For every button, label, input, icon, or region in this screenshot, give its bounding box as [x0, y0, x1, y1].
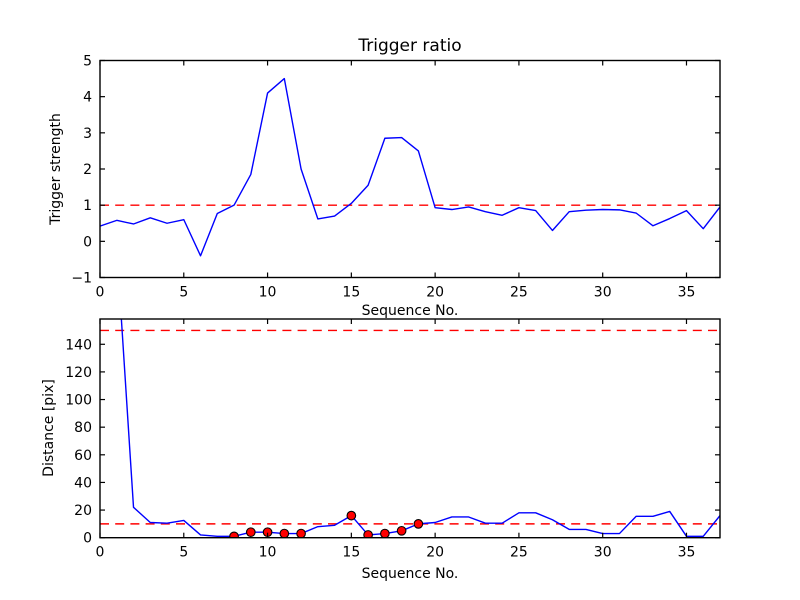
x-tick-label: 15 [342, 545, 360, 561]
y-tick-label: 120 [65, 365, 92, 381]
data-line-trigger-ratio [100, 77, 720, 257]
x-tick-label: 0 [96, 545, 105, 561]
axes-frame [99, 318, 721, 539]
top-x-axis-label: Sequence No. [361, 303, 459, 319]
axes-frame [99, 59, 721, 279]
data-marker [380, 528, 390, 538]
x-tick-label: 35 [678, 545, 696, 561]
y-tick-label: 60 [74, 448, 92, 464]
data-marker [279, 528, 290, 538]
y-tick-label: 140 [65, 337, 92, 353]
x-tick-label: 20 [426, 285, 444, 301]
x-tick-label: 15 [342, 285, 360, 301]
y-tick-label: 0 [83, 531, 92, 547]
x-tick-label: 30 [594, 545, 612, 561]
y-tick-label: 4 [83, 90, 92, 106]
plot-area-distance [100, 319, 720, 538]
y-tick-label: 20 [74, 503, 92, 519]
y-tick-label: −1 [71, 271, 92, 287]
x-tick-label: 35 [678, 285, 696, 301]
x-tick-label: 5 [179, 545, 188, 561]
y-tick-label: 40 [74, 475, 92, 491]
y-tick-label: 5 [83, 54, 92, 70]
top-y-axis-label: Trigger strength [48, 113, 64, 225]
plot-area-trigger-ratio [100, 77, 720, 257]
x-tick-label: 10 [259, 545, 277, 561]
y-tick-label: 100 [65, 393, 92, 409]
y-tick-label: 2 [83, 162, 92, 178]
x-tick-label: 30 [594, 285, 612, 301]
x-tick-label: 10 [259, 285, 277, 301]
y-tick-label: 80 [74, 420, 92, 436]
y-tick-label: 3 [83, 126, 92, 142]
chart-title: Trigger ratio [358, 36, 462, 56]
x-tick-label: 25 [510, 545, 528, 561]
data-marker [396, 525, 407, 536]
data-marker [346, 510, 357, 521]
data-marker [296, 528, 306, 538]
bottom-x-axis-label: Sequence No. [361, 566, 459, 582]
x-tick-label: 20 [426, 545, 444, 561]
x-tick-label: 0 [96, 285, 105, 301]
data-marker [413, 519, 424, 529]
data-line-distance [120, 319, 720, 538]
bottom-y-axis-label: Distance [pix] [41, 379, 57, 477]
data-marker [245, 527, 256, 538]
data-marker [229, 531, 239, 538]
y-tick-label: 1 [83, 198, 92, 214]
y-tick-label: 0 [83, 234, 92, 250]
x-tick-label: 25 [510, 285, 528, 301]
data-marker [363, 530, 373, 538]
x-tick-label: 5 [179, 285, 188, 301]
